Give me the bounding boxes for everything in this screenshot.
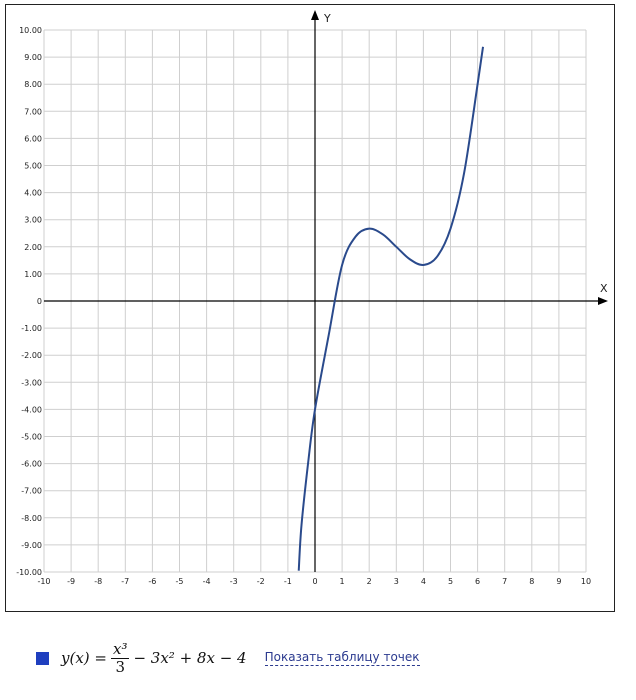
y-tick-label: -9.00	[21, 541, 42, 550]
x-tick-label: -10	[37, 577, 50, 586]
legend-color-swatch	[36, 651, 49, 665]
x-tick-label: -1	[284, 577, 292, 586]
x-tick-label: 8	[529, 577, 534, 586]
y-tick-label: -2.00	[21, 351, 42, 360]
x-axis-label: X	[600, 282, 608, 295]
x-tick-label: 2	[367, 577, 372, 586]
x-tick-label: 5	[448, 577, 453, 586]
y-tick-label: 10.00	[19, 26, 42, 35]
formula-fraction-numerator: x³	[110, 639, 130, 659]
y-tick-label: -10.00	[16, 568, 42, 577]
y-tick-label: -1.00	[21, 324, 42, 333]
y-tick-label: 8.00	[24, 80, 42, 89]
x-tick-label: -2	[257, 577, 265, 586]
y-tick-label: 7.00	[24, 107, 42, 116]
y-tick-label: 0	[37, 297, 42, 306]
show-points-table-link[interactable]: Показать таблицу точек	[264, 650, 420, 666]
x-tick-label: -8	[94, 577, 102, 586]
y-tick-label: -8.00	[21, 514, 42, 523]
y-tick-label: 2.00	[24, 243, 42, 252]
x-tick-label: 3	[394, 577, 399, 586]
x-tick-label: 7	[502, 577, 507, 586]
y-tick-label: 1.00	[24, 270, 42, 279]
formula-fraction-denominator: 3	[115, 657, 125, 676]
y-tick-label: -4.00	[21, 405, 42, 414]
formula-rest: − 3x² + 8x − 4	[133, 649, 247, 667]
x-tick-label: -3	[230, 577, 238, 586]
y-tick-label: 9.00	[24, 53, 42, 62]
x-tick-label: -6	[148, 577, 156, 586]
x-tick-label: -5	[176, 577, 184, 586]
series-line	[297, 46, 485, 571]
x-axis-arrow	[598, 297, 608, 305]
x-tick-label: 1	[340, 577, 345, 586]
y-tick-label: 4.00	[24, 189, 42, 198]
y-tick-label: -5.00	[21, 433, 42, 442]
function-plot: -10 -9 -8 -7 -6 -5 -4 -3 -2 -1 0 1 2 3 4 5 6 7 8 9 1010.009.…	[16, 10, 608, 586]
function-formula: y(x) = x³ 3 − 3x² + 8x − 4	[61, 639, 247, 676]
y-tick-label: -3.00	[21, 378, 42, 387]
y-axis-arrow	[311, 10, 319, 20]
y-tick-label: -7.00	[21, 487, 42, 496]
x-tick-label: 9	[556, 577, 561, 586]
x-tick-label: 10	[581, 577, 591, 586]
formula-fraction: x³ 3	[110, 639, 130, 676]
y-tick-label: -6.00	[21, 460, 42, 469]
formula-lhs: y(x) =	[61, 649, 107, 667]
y-tick-label: 6.00	[24, 134, 42, 143]
x-tick-label: -9	[67, 577, 75, 586]
y-tick-label: 3.00	[24, 216, 42, 225]
x-tick-label: 4	[421, 577, 426, 586]
legend: y(x) = x³ 3 − 3x² + 8x − 4 Показать табл…	[36, 638, 420, 678]
y-axis-label: Y	[323, 12, 331, 25]
x-tick-label: -4	[203, 577, 211, 586]
y-tick-label: 5.00	[24, 162, 42, 171]
x-tick-label: -7	[121, 577, 129, 586]
x-tick-label: 0	[312, 577, 317, 586]
chart-frame: -10 -9 -8 -7 -6 -5 -4 -3 -2 -1 0 1 2 3 4 5 6 7 8 9 10 10.00 9.…	[5, 4, 615, 612]
x-tick-label: 6	[475, 577, 480, 586]
